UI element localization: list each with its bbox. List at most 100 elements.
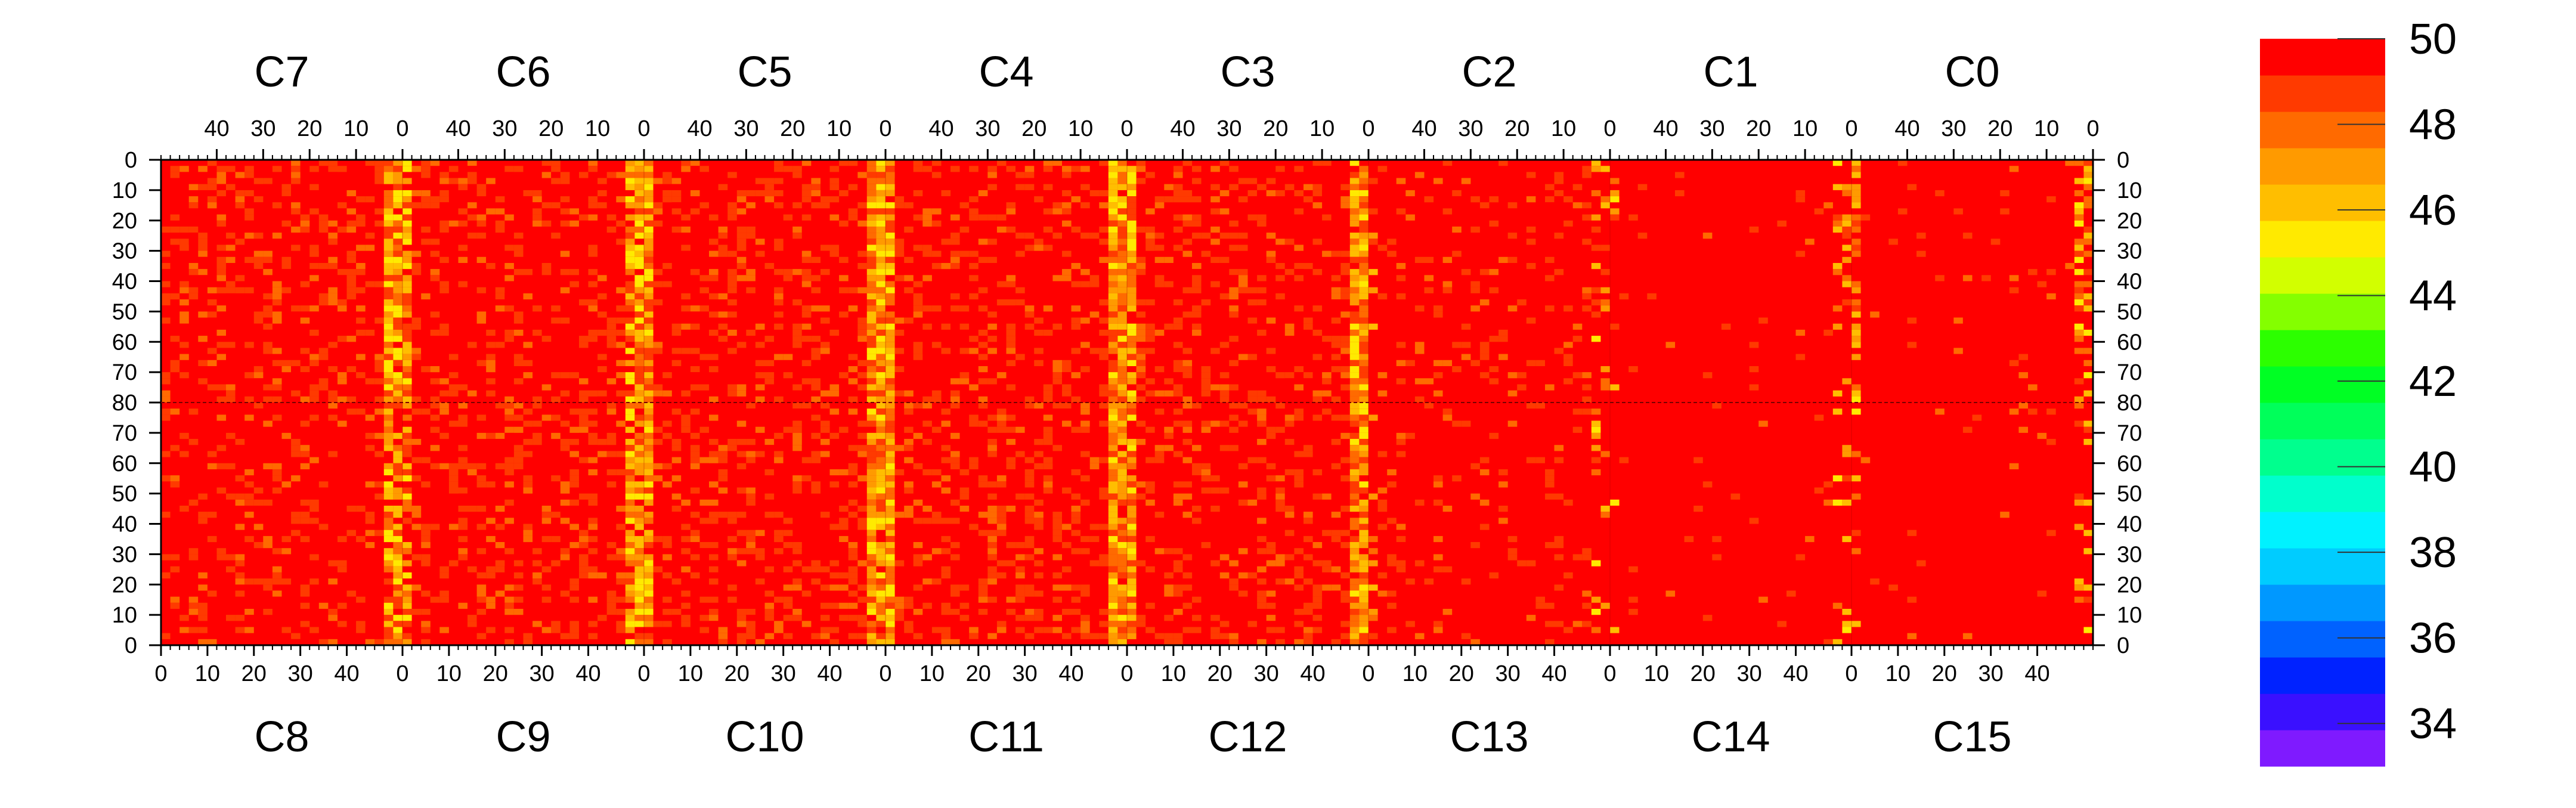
heatmap-cell — [281, 317, 292, 324]
heatmap-cell — [1052, 166, 1062, 172]
heatmap-cell — [774, 336, 784, 342]
heatmap-cell — [774, 378, 784, 385]
heatmap-cell — [1136, 293, 1146, 300]
heatmap-cell — [216, 348, 227, 354]
heatmap-cell — [1117, 239, 1127, 245]
heatmap-cell — [1034, 220, 1044, 227]
heatmap-cell — [1842, 299, 1852, 306]
heatmap-cell — [866, 602, 877, 609]
heatmap-cell — [904, 256, 914, 263]
heatmap-cell — [458, 487, 468, 494]
heatmap-cell — [393, 360, 402, 366]
heatmap-cell — [1507, 256, 1518, 263]
heatmap-cell — [1108, 281, 1118, 287]
heatmap-cell — [439, 481, 449, 488]
heatmap-cell — [736, 621, 747, 627]
heatmap-cell — [987, 336, 997, 342]
heatmap-cell — [876, 293, 886, 300]
heatmap-cell — [328, 348, 338, 354]
heatmap-cell — [1117, 226, 1127, 233]
heatmap-cell — [1852, 336, 1861, 342]
heatmap-cell — [1461, 287, 1471, 293]
heatmap-cell — [272, 348, 282, 354]
heatmap-cell — [1099, 239, 1109, 245]
heatmap-cell — [876, 414, 886, 421]
heatmap-cell — [606, 420, 617, 427]
heatmap-cell — [606, 329, 617, 336]
heatmap-cell — [1852, 342, 1861, 348]
heatmap-cell — [421, 160, 431, 166]
heatmap-cell — [1201, 390, 1211, 397]
heatmap-cell — [1210, 166, 1220, 172]
heatmap-cell — [374, 208, 384, 215]
heatmap-cell — [597, 281, 607, 287]
heatmap-cell — [430, 481, 440, 488]
heatmap-cell — [523, 196, 533, 203]
heatmap-cell — [671, 329, 682, 336]
heatmap-cell — [383, 408, 394, 415]
heatmap-cell — [1154, 390, 1165, 397]
heatmap-cell — [1080, 342, 1090, 348]
heatmap-cell — [579, 348, 589, 354]
heatmap-cell — [579, 244, 589, 251]
heatmap-cell — [1238, 244, 1248, 251]
heatmap-cell — [913, 408, 923, 415]
heatmap-cell — [774, 166, 784, 172]
heatmap-cell — [1136, 372, 1146, 379]
heatmap-cell — [922, 214, 932, 221]
heatmap-cell — [876, 336, 886, 342]
heatmap-cell — [801, 190, 812, 197]
heatmap-cell — [1572, 233, 1583, 239]
heatmap-cell — [356, 627, 366, 633]
heatmap-cell — [504, 457, 514, 463]
heatmap-cell — [783, 208, 793, 215]
heatmap-cell — [922, 530, 932, 536]
heatmap-cell — [848, 469, 858, 476]
heatmap-cell — [1414, 323, 1425, 330]
heatmap-cell — [913, 305, 923, 312]
heatmap-cell — [829, 602, 840, 609]
heatmap-cell — [839, 518, 849, 524]
heatmap-cell — [866, 548, 877, 555]
heatmap-cell — [746, 233, 756, 239]
heatmap-cell — [383, 396, 394, 403]
heatmap-cell — [272, 178, 282, 184]
heatmap-cell — [207, 299, 217, 306]
heatmap-cell — [727, 208, 737, 215]
heatmap-cell — [904, 572, 914, 579]
heatmap-cell — [338, 269, 347, 275]
heatmap-cell — [272, 214, 282, 221]
heatmap-cell — [690, 432, 700, 439]
heatmap-cell — [709, 506, 719, 512]
heatmap-cell — [551, 329, 561, 336]
heatmap-cell — [1117, 299, 1127, 306]
heatmap-cell — [579, 535, 589, 543]
heatmap-cell — [597, 512, 607, 518]
heatmap-cell — [1414, 256, 1425, 263]
heatmap-cell — [811, 384, 821, 391]
heatmap-cell — [1024, 269, 1035, 275]
heatmap-cell — [272, 329, 282, 336]
heatmap-cell — [634, 445, 644, 451]
heatmap-cell — [1304, 233, 1313, 239]
heatmap-cell — [532, 239, 542, 245]
heatmap-cell — [560, 420, 570, 427]
heatmap-cell — [616, 275, 626, 281]
heatmap-cell — [1990, 239, 2001, 245]
heatmap-cell — [848, 633, 858, 639]
heatmap-cell — [1619, 372, 1629, 379]
heatmap-cell — [1108, 269, 1118, 275]
heatmap-cell — [1396, 208, 1406, 215]
heatmap-cell — [811, 548, 821, 555]
heatmap-cell — [746, 190, 756, 197]
heatmap-cell — [1192, 305, 1202, 312]
heatmap-cell — [1034, 160, 1044, 166]
heatmap-cell — [634, 590, 644, 597]
heatmap-cell — [634, 336, 644, 342]
heatmap-cell — [801, 250, 812, 257]
heatmap-cell — [1452, 378, 1462, 385]
heatmap-cell — [207, 360, 217, 366]
heatmap-cell — [170, 214, 180, 221]
heatmap-cell — [1229, 396, 1239, 403]
heatmap-cell — [913, 184, 923, 190]
